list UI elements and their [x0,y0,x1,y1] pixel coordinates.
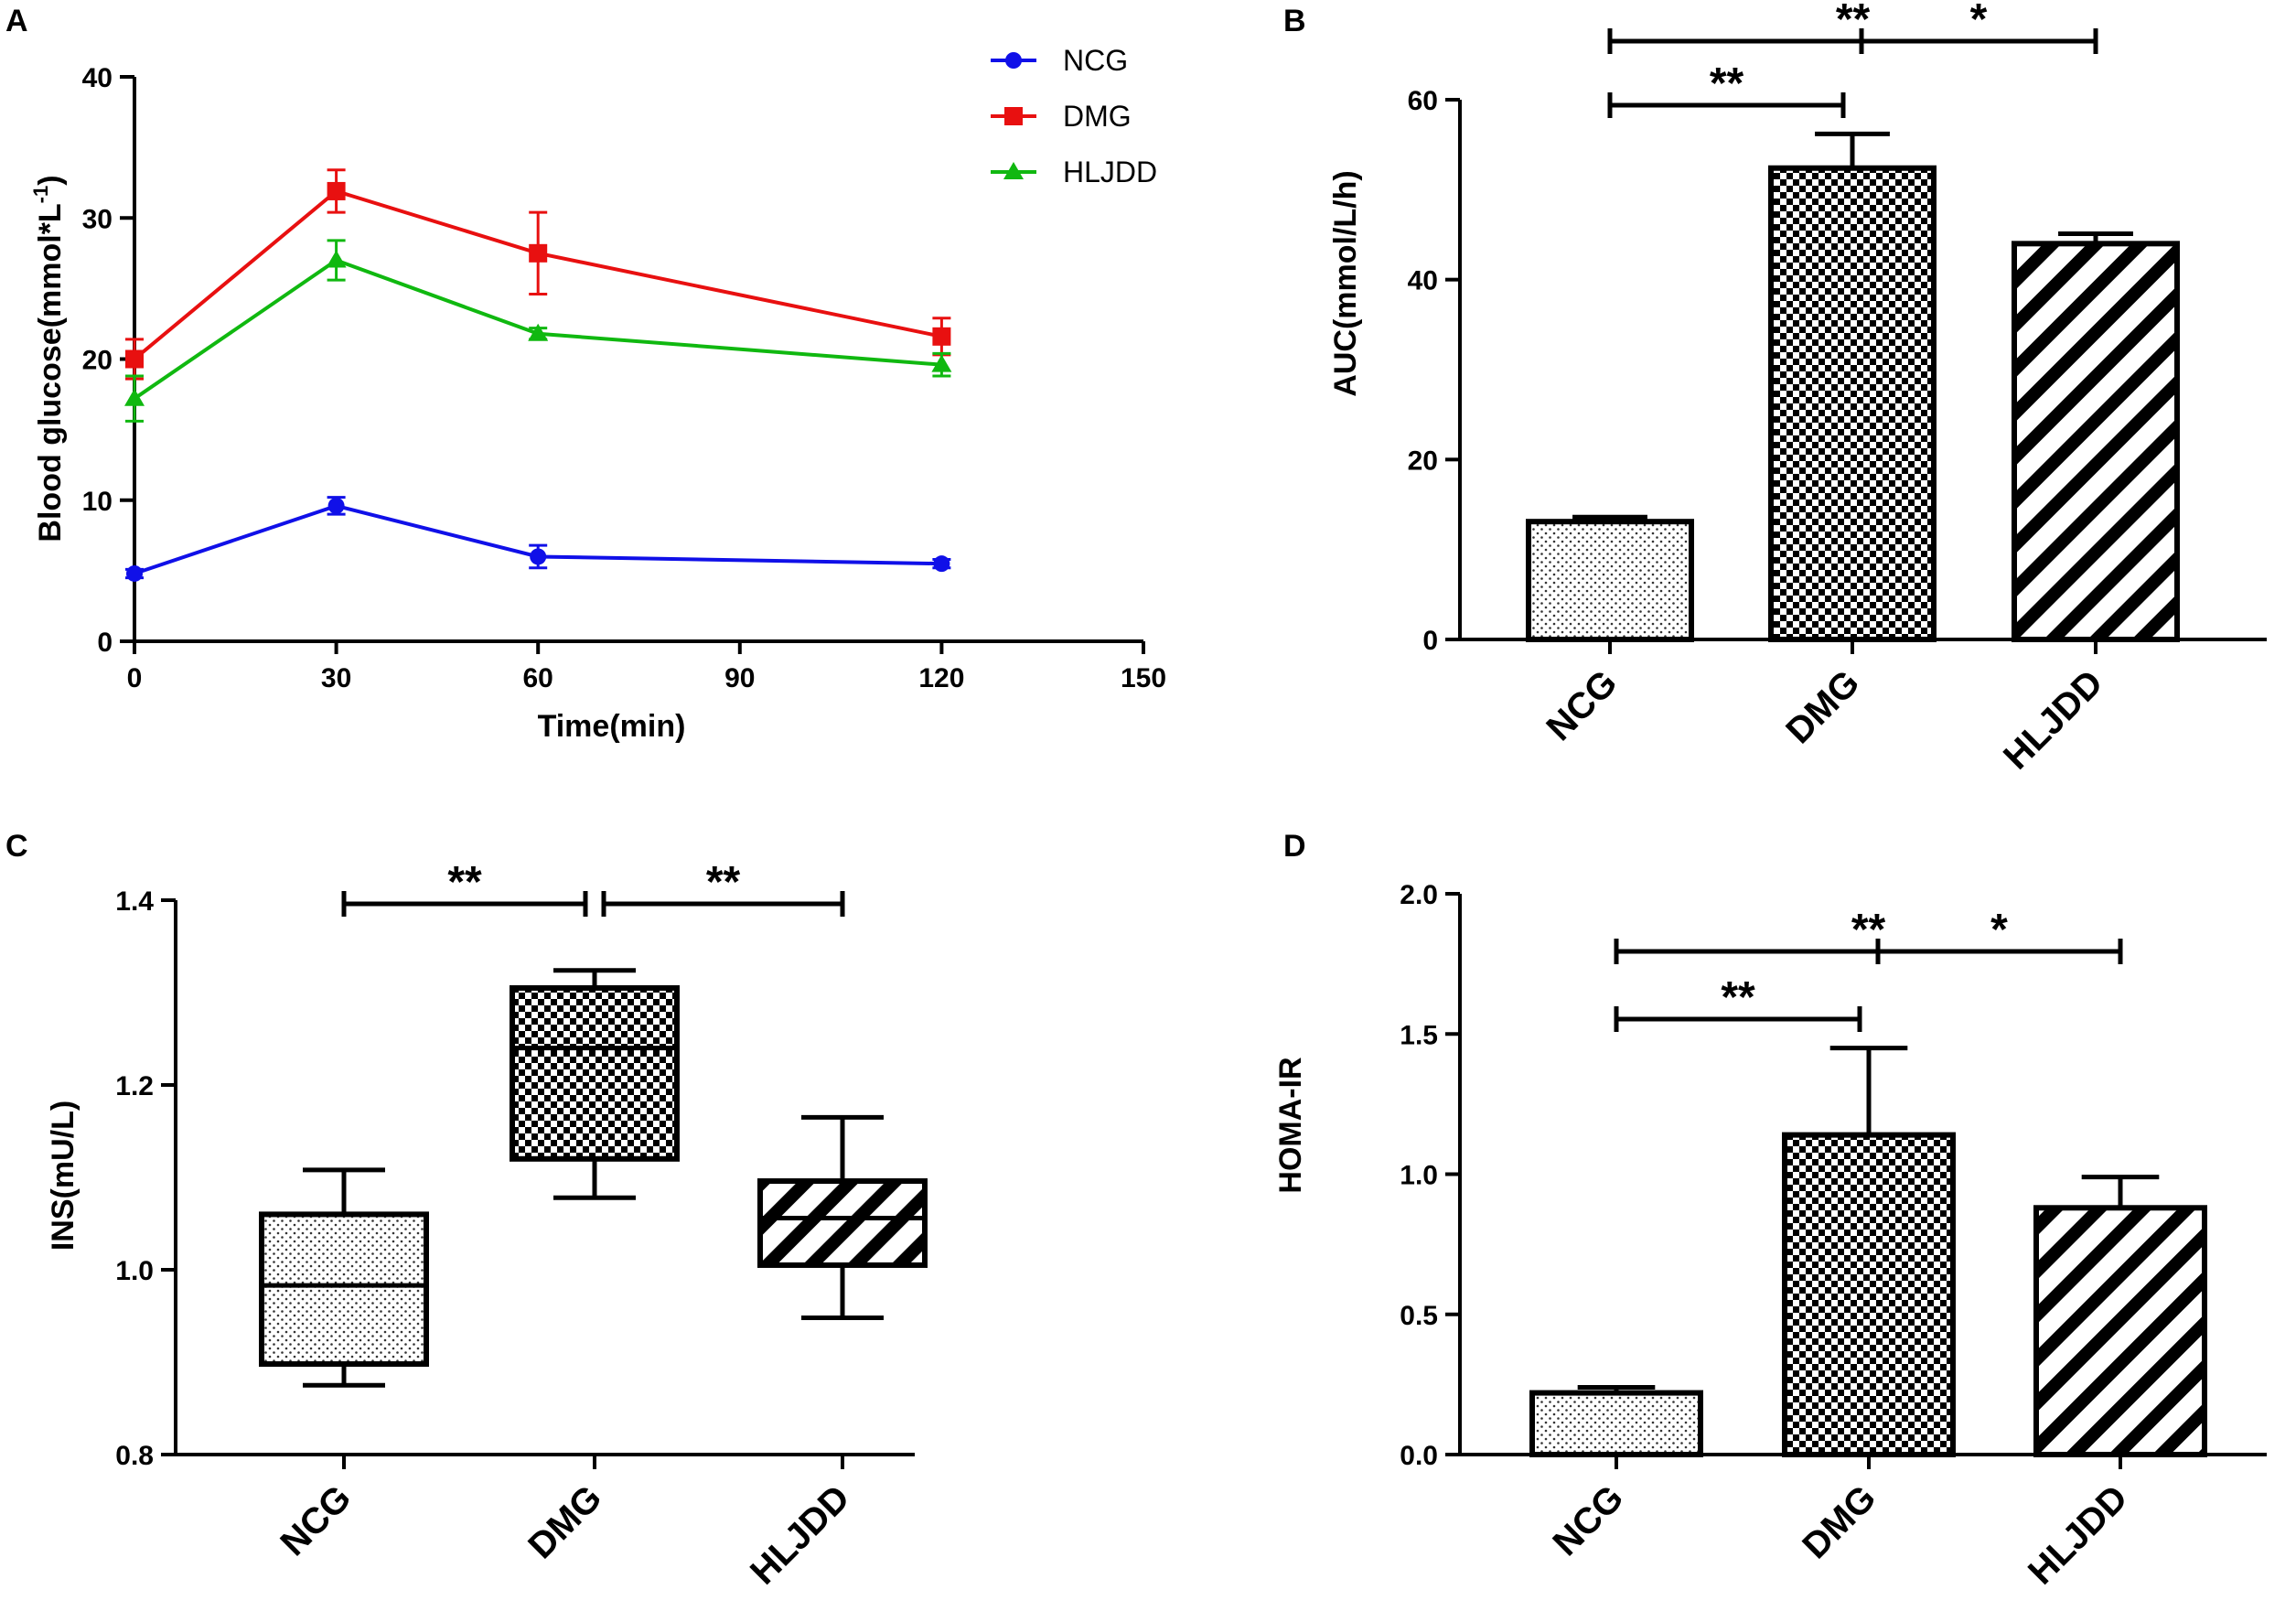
d-category-label: HLJDD [2021,1477,2135,1592]
c-category-label: DMG [520,1477,609,1566]
c-y-tick-label: 0.8 [115,1441,154,1471]
b-category-label: HLJDD [1996,662,2110,777]
a-data-point-hljdd [124,388,145,406]
a-x-tick-label: 150 [1121,663,1166,693]
d-bar-ncg [1529,1390,1703,1457]
d-y-tick-label: 1.0 [1400,1161,1438,1191]
a-legend-label-hljdd: HLJDD [1063,156,1157,188]
d-category-label: NCG [1545,1477,1631,1563]
b-y-tick-label: 20 [1408,446,1438,476]
a-data-point-hljdd [528,323,549,341]
a-data-point-ncg [327,497,345,514]
d-sig-label: * [1990,906,2008,954]
a-data-point-hljdd [326,250,347,268]
a-series-line-dmg [133,188,942,361]
a-series-line-hljdd [133,258,942,401]
d-y-tick-label: 1.5 [1400,1020,1438,1050]
a-data-point-ncg [933,555,950,573]
a-x-tick-label: 30 [321,663,351,693]
d-bar-hljdd [2033,1205,2207,1458]
a-y-axis-title: Blood glucose(mmol*L-1) [29,175,68,542]
b-bar-dmg [1768,165,1937,642]
c-category-label: HLJDD [743,1477,857,1592]
b-sig-label: ** [1710,59,1744,108]
d-bar-dmg [1782,1132,1956,1457]
d-sig-label: ** [1721,973,1755,1022]
a-data-point-dmg [932,327,951,346]
a-y-tick-label: 0 [97,628,113,658]
c-box-hljdd [757,1178,928,1268]
panel-label-b: B [1283,4,1306,38]
b-bar-hljdd [2012,241,2180,642]
a-x-tick-label: 90 [724,663,755,693]
d-y-axis-title: HOMA-IR [1273,1057,1308,1193]
b-y-tick-label: 60 [1408,86,1438,116]
panel-label-d: D [1283,829,1306,864]
c-y-tick-label: 1.2 [115,1071,154,1101]
b-sig-label: ** [1836,0,1871,44]
a-data-point-hljdd [931,354,952,372]
panel-c: C 0.8 1.0 1.2 1.4 NCG DMG HLJDD INS(mU/L) ** ** [5,829,928,1593]
b-sig-label: * [1970,0,1988,44]
panel-a: A 0 10 20 30 40 0 30 60 90 120 150 Time(min) Blood gl… [5,4,1166,744]
a-data-point-dmg [327,181,346,200]
a-data-point-dmg [125,349,144,369]
a-data-point-dmg [529,243,548,263]
a-y-tick-label: 10 [82,487,113,517]
d-y-tick-label: 0.0 [1400,1441,1438,1471]
c-y-tick-label: 1.0 [115,1256,154,1286]
d-y-tick-label: 2.0 [1400,880,1438,910]
c-box-dmg [510,984,680,1162]
c-y-tick-label: 1.4 [115,886,154,917]
b-y-axis-title: AUC(mmol/L/h) [1328,170,1363,396]
panel-label-a: A [5,4,28,38]
c-sig-label: ** [706,858,741,907]
b-y-tick-label: 40 [1408,266,1438,296]
a-series-line-ncg [134,503,942,575]
a-data-point-ncg [530,548,547,565]
d-sig-label: ** [1851,906,1886,954]
b-bar-ncg [1526,519,1694,643]
a-data-point-ncg [126,564,143,582]
a-x-tick-label: 0 [127,663,143,693]
d-y-tick-label: 0.5 [1400,1301,1438,1331]
b-category-label: NCG [1539,662,1625,748]
a-x-tick-label: 120 [918,663,964,693]
c-sig-label: ** [447,858,482,907]
c-category-label: NCG [273,1477,359,1563]
a-y-tick-label: 20 [82,346,113,376]
a-legend-marker-ncg [1005,52,1022,69]
a-legend-marker-hljdd [1003,162,1024,179]
c-y-axis-title: INS(mU/L) [46,1101,80,1251]
a-legend-label-dmg: DMG [1063,100,1132,133]
a-y-tick-label: 40 [82,63,113,93]
a-y-tick-label: 30 [82,204,113,234]
b-category-label: DMG [1778,662,1867,751]
b-y-tick-label: 0 [1422,626,1438,656]
d-category-label: DMG [1795,1477,1883,1566]
a-x-tick-label: 60 [523,663,553,693]
panel-label-c: C [5,829,28,864]
a-legend-marker-dmg [1004,107,1023,125]
c-box-ncg [259,1211,429,1368]
a-x-axis-title: Time(min) [538,709,686,744]
a-legend-label-ncg: NCG [1063,44,1128,77]
